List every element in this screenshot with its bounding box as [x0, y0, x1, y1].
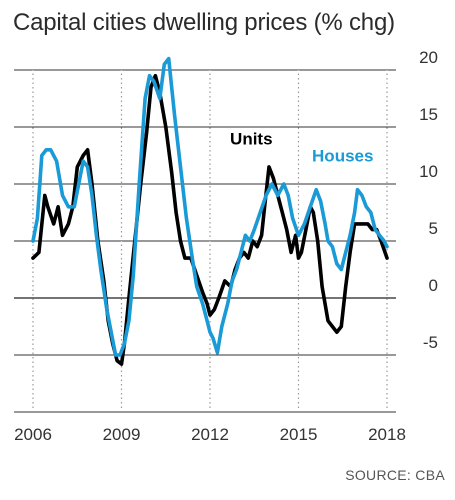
chart-title: Capital cities dwelling prices (% chg) — [13, 9, 395, 36]
x-tick-label: 2015 — [280, 425, 318, 444]
series-labels: Units Houses — [230, 129, 373, 165]
grid — [14, 69, 396, 413]
y-tick-label: 10 — [419, 162, 438, 181]
y-tick-label: 20 — [419, 48, 438, 67]
y-tick-label: 0 — [429, 276, 438, 295]
y-tick-label: 15 — [419, 105, 438, 124]
x-tick-label: 2012 — [191, 425, 229, 444]
y-axis-ticks: 20 15 10 5 0 -5 — [419, 48, 438, 352]
series-lines — [31, 56, 389, 366]
series-label-units: Units — [230, 129, 273, 148]
series-label-houses: Houses — [312, 147, 373, 166]
x-tick-label: 2018 — [368, 425, 406, 444]
series-line-houses — [31, 56, 389, 357]
x-tick-label: 2006 — [14, 425, 52, 444]
x-tick-label: 2009 — [103, 425, 141, 444]
y-tick-label: -5 — [423, 333, 438, 352]
x-axis-ticks: 2006 2009 2012 2015 2018 — [14, 425, 406, 444]
y-tick-label: 5 — [429, 219, 438, 238]
source-note: SOURCE: CBA — [345, 467, 445, 483]
